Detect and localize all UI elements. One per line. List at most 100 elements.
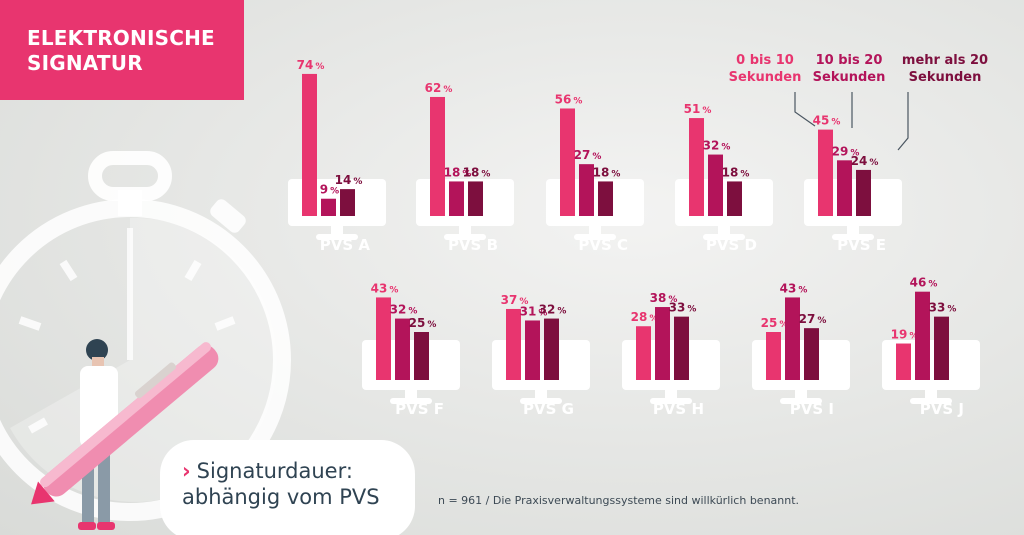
bar-pvs-f-s2 xyxy=(395,318,410,380)
monitor-base-icon xyxy=(832,234,874,240)
monitor-base-icon xyxy=(910,398,952,404)
bar-pvs-g-s3 xyxy=(544,318,559,380)
category-label: PVS B xyxy=(448,236,498,254)
data-label-pvs-g-s3: 32% xyxy=(539,303,567,317)
bar-pvs-a-s3 xyxy=(340,189,355,216)
monitor-base-icon xyxy=(520,398,562,404)
bar-pvs-f-s3 xyxy=(414,332,429,380)
data-label-pvs-d-s3: 18% xyxy=(722,165,750,179)
monitor-stand-icon xyxy=(405,390,417,400)
data-label-pvs-c-s3: 18% xyxy=(593,165,621,179)
title-box: ELEKTRONISCHE SIGNATUR xyxy=(0,0,244,100)
bar-pvs-c-s2 xyxy=(579,164,594,216)
bar-pvs-j-s1 xyxy=(896,343,911,380)
legend-label-10-20-line1: 10 bis 20 xyxy=(815,53,883,68)
bar-pvs-b-s2 xyxy=(449,181,464,216)
category-label: PVS F xyxy=(395,400,444,418)
monitor-pvs-d: PVS D 51 % 32 % 18% xyxy=(675,102,773,254)
monitor-stand-icon xyxy=(589,226,601,236)
pen-icon xyxy=(31,342,219,505)
category-label: PVS C xyxy=(578,236,628,254)
monitor-pvs-c: PVS C 56 % 27 % 18% xyxy=(546,92,644,254)
page-title-line2: SIGNATUR xyxy=(27,51,143,75)
monitor-pvs-g: PVS G 37 %31 %32% xyxy=(492,293,590,418)
data-label-pvs-c-s2: 27% xyxy=(574,148,602,162)
category-label: PVS H xyxy=(653,400,704,418)
monitor-stand-icon xyxy=(459,226,471,236)
monitor-stand-icon xyxy=(718,226,730,236)
category-label: PVS G xyxy=(523,400,574,418)
stopwatch-side-button-icon xyxy=(210,199,246,233)
category-label: PVS D xyxy=(706,236,757,254)
monitor-base-icon xyxy=(574,234,616,240)
monitor-pvs-h: PVS H 28 % 38 %33% xyxy=(622,291,720,418)
data-label-pvs-g-s2: 31% xyxy=(520,304,548,318)
data-label-pvs-i-s2: 43% xyxy=(780,281,808,295)
data-label-pvs-j-s3: 33% xyxy=(929,301,957,315)
legend-label-over-20-line2: Sekunden xyxy=(908,70,982,85)
monitor-stand-icon xyxy=(847,226,859,236)
bar-pvs-i-s3 xyxy=(804,328,819,380)
bar-pvs-j-s3 xyxy=(934,316,949,380)
data-label-pvs-f-s2: 32% xyxy=(390,303,418,317)
subtitle-text-line2: abhängig vom PVS xyxy=(182,485,380,509)
bar-pvs-i-s2 xyxy=(785,297,800,380)
monitor-stand-icon xyxy=(535,390,547,400)
monitor-stand-icon xyxy=(331,226,343,236)
bar-pvs-h-s1 xyxy=(636,326,651,380)
legend-label-0-10-line2: Sekunden xyxy=(728,70,802,85)
category-label: PVS I xyxy=(790,400,834,418)
data-label-pvs-a-s2: 9% xyxy=(320,183,339,197)
subtitle-text-line1: Signaturdauer: xyxy=(196,459,353,483)
data-label-pvs-f-s3: 25% xyxy=(409,316,437,330)
data-label-pvs-h-s3: 33% xyxy=(669,301,697,315)
data-label-pvs-h-s2: 38% xyxy=(650,291,678,305)
legend-connectors xyxy=(794,92,909,151)
page-title-line1: ELEKTRONISCHE xyxy=(27,26,215,50)
monitor-pvs-i: PVS I 25 % 43 % 27% xyxy=(752,281,850,418)
monitor-stand-icon xyxy=(925,390,937,400)
data-label-pvs-a-s1: 74% xyxy=(297,58,325,72)
monitor-stand-icon xyxy=(665,390,677,400)
monitor-stand-icon xyxy=(795,390,807,400)
bar-pvs-b-s3 xyxy=(468,181,483,216)
legend-label-over-20-line1: mehr als 20 xyxy=(901,53,989,68)
bar-pvs-h-s3 xyxy=(674,316,689,380)
stopwatch-ticks xyxy=(18,259,236,434)
legend-item-0-10: 0 bis 10 Sekunden xyxy=(722,52,808,86)
bar-pvs-c-s1 xyxy=(560,108,575,216)
data-label-pvs-g-s1: 37% xyxy=(501,293,529,307)
monitor-pvs-f: PVS F 43 % 32 %25% xyxy=(362,281,460,418)
bar-pvs-d-s1 xyxy=(689,118,704,216)
data-label-pvs-i-s1: 25% xyxy=(761,316,789,330)
data-label-pvs-b-s2: 18% xyxy=(444,165,472,179)
data-label-pvs-j-s2: 46% xyxy=(910,276,938,290)
data-label-pvs-h-s1: 28% xyxy=(631,310,659,324)
data-label-pvs-e-s2: 29% xyxy=(832,144,860,158)
bar-pvs-d-s2 xyxy=(708,154,723,216)
stopwatch-face-icon xyxy=(0,199,291,521)
monitor-base-icon xyxy=(444,234,486,240)
data-label-pvs-a-s3: 14% xyxy=(335,173,363,187)
stopwatch-sector-icon xyxy=(10,217,277,502)
bar-pvs-c-s3 xyxy=(598,181,613,216)
footnote: n = 961 / Die Praxisverwaltungssysteme s… xyxy=(438,494,800,507)
monitor-base-icon xyxy=(703,234,745,240)
monitor-pvs-a: PVS A 74 % 9 %14% xyxy=(288,58,386,254)
monitor-pvs-e: PVS E 45 % 29 %24% xyxy=(804,114,902,254)
monitor-base-icon xyxy=(650,398,692,404)
chevron-right-icon: › xyxy=(182,459,191,483)
bar-pvs-a-s2 xyxy=(321,198,336,216)
bar-pvs-e-s2 xyxy=(837,160,852,216)
data-label-pvs-e-s3: 24% xyxy=(851,154,879,168)
bar-pvs-g-s1 xyxy=(506,308,521,380)
doctor-figure-icon xyxy=(78,339,118,530)
bar-pvs-g-s2 xyxy=(525,320,540,380)
monitor-base-icon xyxy=(390,398,432,404)
bar-pvs-e-s3 xyxy=(856,169,871,216)
category-label: PVS E xyxy=(837,236,886,254)
bar-pvs-e-s1 xyxy=(818,129,833,216)
monitor-base-icon xyxy=(316,234,358,240)
